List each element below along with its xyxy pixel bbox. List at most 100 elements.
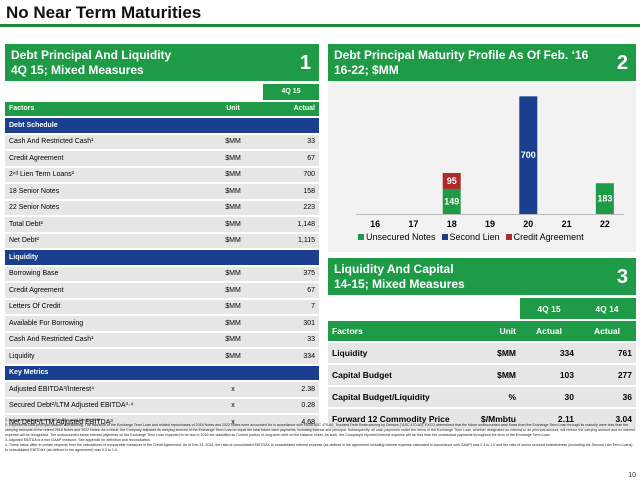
x-tick-label: 18 (447, 219, 457, 229)
x-tick-label: 16 (370, 219, 380, 229)
table-row: Liquidity $MM 334 761 (328, 342, 636, 365)
row-label: Capital Budget/Liquidity (328, 386, 464, 409)
col-unit: Unit (203, 100, 263, 118)
row-unit: $MM (203, 265, 263, 283)
row-value: 33 (263, 133, 319, 151)
row-value: 33 (263, 331, 319, 349)
page-title: No Near Term Maturities (6, 3, 202, 22)
legend-item: Unsecured Notes (358, 232, 436, 242)
row-label: 18 Senior Notes (5, 183, 203, 201)
period-header-1: 4Q 15 (520, 298, 578, 321)
row-unit: x (203, 381, 263, 399)
section-title: Liquidity (5, 249, 319, 267)
x-tick-label: 20 (523, 219, 533, 229)
row-unit: $MM (203, 216, 263, 234)
row-label: Secured Debt²/LTM Adjusted EBITDA³·⁴ (5, 397, 203, 415)
table-row: Adjusted EBITDA³/Interest⁴ x 2.38 (5, 381, 319, 399)
bar-credit-agreement-18 (442, 172, 461, 189)
legend-swatch (358, 234, 364, 240)
table-row: 22 Senior Notes $MM 223 (5, 199, 319, 217)
row-label: Net Debt² (5, 232, 203, 250)
legend-label: Second Lien (449, 232, 500, 242)
footnote: 1. Includes restricted cash of $21 milli… (5, 418, 102, 422)
bar-unsecured-notes-18 (442, 188, 461, 214)
row-value: 0.28 (263, 397, 319, 415)
section-title: Debt Schedule (5, 117, 319, 135)
table-row: Cash And Restricted Cash¹ $MM 33 (5, 133, 319, 151)
table-row: Letters Of Credit $MM 7 (5, 298, 319, 316)
row-value: 1,115 (263, 232, 319, 250)
table-row: Liquidity $MM 334 (5, 348, 319, 366)
row-label: Letters Of Credit (5, 298, 203, 316)
col-factors: Factors (5, 100, 203, 118)
table-row: Capital Budget/Liquidity% 30 36 (328, 386, 636, 409)
row-label: Borrowing Base (5, 265, 203, 283)
row-value: 700 (263, 166, 319, 184)
row-unit: $MM (203, 315, 263, 333)
table-row: 2ⁿᵈ Lien Term Loans² $MM 700 (5, 166, 319, 184)
panel2-subtitle: 16-22; $MM (334, 63, 399, 77)
row-unit: $MM (203, 133, 263, 151)
period-header-2: 4Q 14 (578, 298, 636, 321)
period-header: 4Q 15 (263, 84, 319, 102)
panel1-subtitle: 4Q 15; Mixed Measures (11, 63, 144, 77)
panel1-title: Debt Principal And Liquidity (11, 48, 172, 62)
row-value: 375 (263, 265, 319, 283)
row-unit: $MM (203, 166, 263, 184)
row-label: Net Debt²/LTM Adjusted EBITDA³ (5, 414, 203, 432)
footnote: 3. Adjusted EBITDA is a non-GAAP measure… (5, 438, 151, 442)
legend-item: Second Lien (441, 232, 500, 242)
liquidity-capital-panel: Liquidity And Capital 14-15; Mixed Measu… (328, 258, 636, 431)
row-label: 2ⁿᵈ Lien Term Loans² (5, 166, 203, 184)
table-header-row: Factors Unit Actual Actual (328, 320, 636, 343)
data-label: 183 (597, 194, 612, 204)
bar-second-lien-20 (519, 96, 538, 214)
table-row: Secured Debt²/LTM Adjusted EBITDA³·⁴ x 0.2… (5, 397, 319, 415)
panel3-number: 3 (616, 266, 628, 288)
maturity-chart-svg: 16 17 149 95 18 19 700 20 21 183 22 (356, 96, 624, 229)
page-number: 10 (628, 472, 636, 479)
row-value-2: 761 (578, 342, 636, 365)
row-value-1: 2.11 (520, 408, 578, 431)
table-row: Capital Budget $MM 103 277 (328, 364, 636, 387)
row-value: 158 (263, 183, 319, 201)
row-value-1: 103 (520, 364, 578, 387)
row-unit: x (203, 414, 263, 432)
table-row: 18 Senior Notes $MM 158 (5, 183, 319, 201)
row-unit: x (203, 397, 263, 415)
legend-swatch (505, 234, 512, 240)
col-actual-1: Actual (520, 320, 578, 343)
legend-label: Unsecured Notes (366, 232, 436, 242)
footnotes: 1. Includes restricted cash of $21 milli… (5, 418, 635, 453)
row-label: Liquidity (5, 348, 203, 366)
table-row: Credit Agreement $MM 67 (5, 282, 319, 300)
table-row: Total Debt² $MM 1,148 (5, 216, 319, 234)
row-label: Total Debt² (5, 216, 203, 234)
table-header-row: Factors Unit Actual (5, 100, 319, 118)
col-unit: Unit (464, 320, 520, 343)
panel2-number: 2 (616, 52, 628, 74)
row-label: Liquidity (328, 342, 464, 365)
data-label: 95 (447, 176, 457, 186)
row-value-1: 334 (520, 342, 578, 365)
table-row: Net Debt²/LTM Adjusted EBITDA³ x 4.68 (5, 414, 319, 432)
panel3-title: Liquidity And Capital (334, 262, 454, 276)
row-unit: $MM (203, 232, 263, 250)
row-unit: $MM (203, 150, 263, 168)
x-tick-label: 21 (562, 219, 572, 229)
row-value: 301 (263, 315, 319, 333)
liquidity-capital-table: 4Q 15 4Q 14 Factors Unit Actual Actual L… (328, 298, 636, 431)
debt-liquidity-table: 4Q 15 Factors Unit Actual Debt Schedule C… (5, 84, 319, 432)
panel3-subtitle: 14-15; Mixed Measures (334, 277, 465, 291)
row-unit: $MM (464, 364, 520, 387)
row-value-2: 277 (578, 364, 636, 387)
maturity-profile-panel: Debt Principal Maturity Profile As Of Fe… (328, 44, 636, 252)
row-label: Cash And Restricted Cash¹ (5, 331, 203, 349)
row-value: 67 (263, 282, 319, 300)
legend-swatch (441, 234, 448, 240)
row-unit: $MM (203, 183, 263, 201)
section-header: Key Metrics (5, 364, 319, 382)
row-value: 223 (263, 199, 319, 217)
row-value-2: 3.04 (578, 408, 636, 431)
table-row: Available For Borrowing $MM 301 (5, 315, 319, 333)
